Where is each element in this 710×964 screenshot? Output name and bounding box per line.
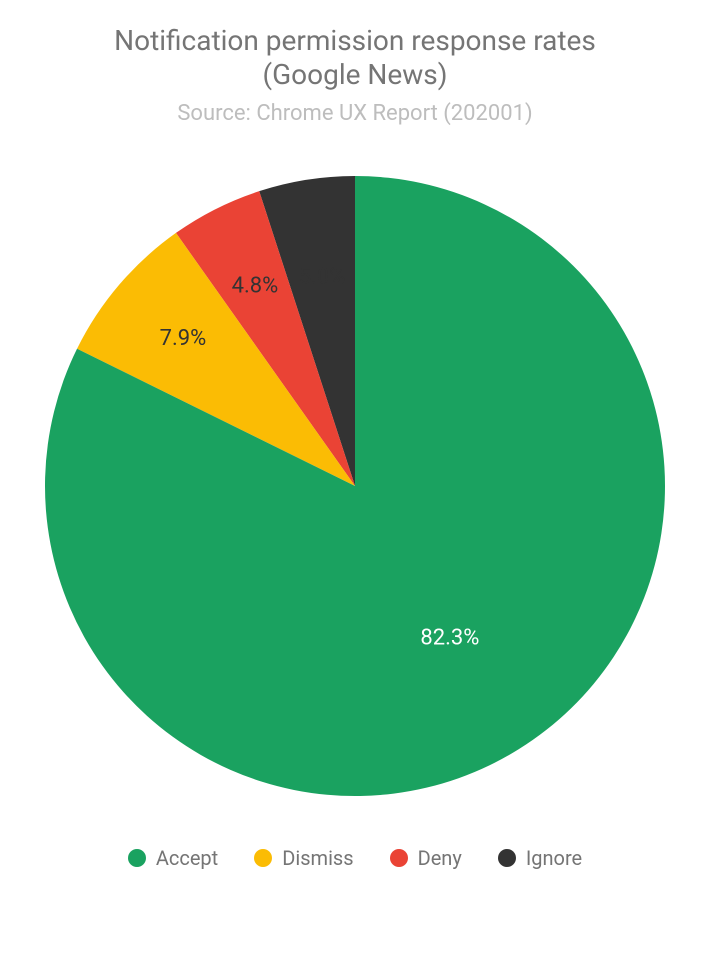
pie-svg: 5.0% 4.8% 7.9% 82.3% (0, 146, 710, 836)
chart-title-line1: Notification permission response rates (0, 24, 710, 58)
pie-slice-label-dismiss: 7.9% (160, 326, 207, 351)
chart-subtitle: Source: Chrome UX Report (202001) (0, 101, 710, 126)
chart-title: Notification permission response rates (… (0, 24, 710, 91)
page: Notification permission response rates (… (0, 0, 710, 964)
pie-slice-label-deny: 4.8% (232, 273, 279, 298)
legend-label-accept: Accept (156, 846, 218, 870)
legend-dot-ignore (498, 849, 516, 867)
legend-item-deny: Deny (390, 846, 462, 870)
legend-dot-deny (390, 849, 408, 867)
legend-label-dismiss: Dismiss (282, 846, 353, 870)
pie-slice-label-accept: 82.3% (420, 626, 479, 651)
chart-title-line2: (Google News) (0, 58, 710, 92)
legend: Accept Dismiss Deny Ignore (0, 846, 710, 870)
legend-dot-accept (128, 849, 146, 867)
legend-dot-dismiss (254, 849, 272, 867)
pie-chart: 5.0% 4.8% 7.9% 82.3% (0, 146, 710, 836)
legend-item-dismiss: Dismiss (254, 846, 353, 870)
legend-label-ignore: Ignore (526, 846, 582, 870)
pie-slice-label-ignore: 5.0% (299, 265, 346, 290)
legend-label-deny: Deny (418, 846, 462, 870)
legend-item-ignore: Ignore (498, 846, 582, 870)
legend-item-accept: Accept (128, 846, 218, 870)
